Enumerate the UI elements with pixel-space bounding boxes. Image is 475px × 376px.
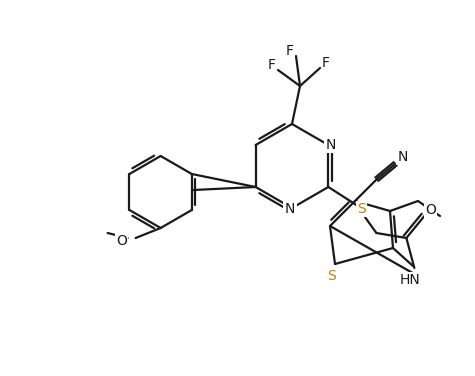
Text: O: O — [116, 234, 127, 248]
Text: F: F — [286, 44, 294, 58]
Text: S: S — [327, 269, 335, 283]
Text: S: S — [357, 202, 366, 216]
Text: F: F — [322, 56, 330, 70]
Text: O: O — [425, 203, 436, 217]
Text: N: N — [325, 138, 335, 152]
Text: N: N — [398, 150, 408, 164]
Text: N: N — [285, 202, 295, 216]
Text: HN: HN — [400, 273, 421, 287]
Text: F: F — [268, 58, 276, 72]
